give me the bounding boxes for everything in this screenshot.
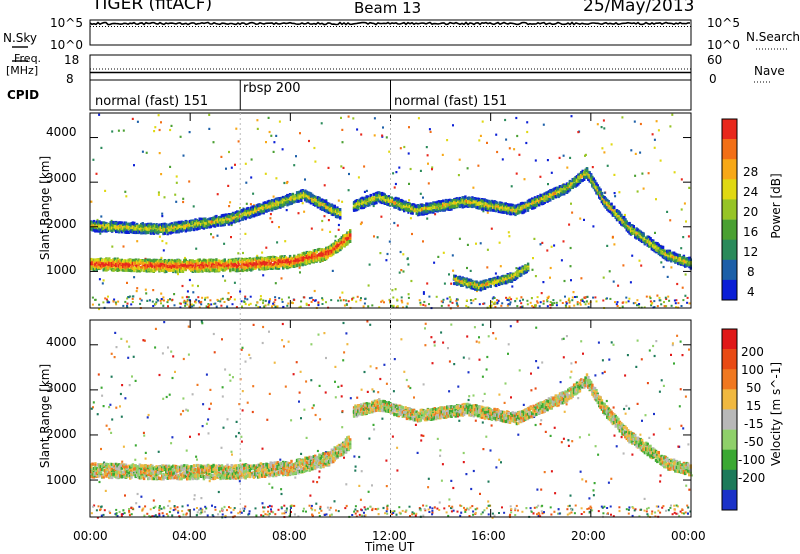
velocity-cbar-tick-neg15: -15 bbox=[744, 417, 764, 431]
power-colorbar-swatch-4 bbox=[722, 199, 737, 220]
station-title: TIGER (fitACF) bbox=[92, 0, 213, 14]
power-cbar-tick-28: 28 bbox=[743, 165, 759, 179]
velocity-cbar-tick-neg100: -100 bbox=[738, 453, 766, 467]
velocity-ytick-2000: 2000 bbox=[46, 427, 77, 441]
power-cbar-tick-4: 4 bbox=[747, 285, 755, 299]
power-cbar-tick-16: 16 bbox=[743, 225, 759, 239]
velocity-colorbar-swatch-5 bbox=[722, 429, 737, 450]
power-colorbar-swatch-0 bbox=[722, 119, 737, 140]
power-ytick-1000: 1000 bbox=[46, 263, 77, 277]
velocity-ytick-4000: 4000 bbox=[46, 335, 77, 349]
velocity-colorbar-swatch-8 bbox=[722, 489, 737, 511]
cpid-label: CPID bbox=[7, 88, 40, 102]
velocity-colorbar-swatch-6 bbox=[722, 449, 737, 471]
cpid-segment-3: normal (fast) 151 bbox=[394, 94, 508, 109]
velocity-colorbar-swatch-1 bbox=[722, 349, 737, 370]
velocity-cbar-tick-100: 100 bbox=[741, 363, 764, 377]
nave-tick-bottom: 0 bbox=[709, 72, 717, 86]
power-colorbar-swatch-8 bbox=[722, 279, 737, 301]
power-colorbar-swatch-5 bbox=[722, 219, 737, 240]
power-ytick-4000: 4000 bbox=[46, 125, 77, 139]
xtick-24: 00:00 bbox=[671, 529, 706, 543]
freq-panel-frame bbox=[89, 54, 692, 81]
freq-unit-label: [MHz] bbox=[6, 64, 39, 77]
power-colorbar-swatch-6 bbox=[722, 239, 737, 261]
power-cbar-tick-12: 12 bbox=[743, 245, 759, 259]
freq-label: Freq. bbox=[14, 52, 42, 65]
velocity-cbar-tick-50: 50 bbox=[746, 381, 762, 395]
nave-label: Nave bbox=[754, 64, 785, 78]
power-colorbar-swatch-2 bbox=[722, 159, 737, 180]
xtick-12: 12:00 bbox=[372, 529, 407, 543]
velocity-colorbar-swatch-0 bbox=[722, 329, 737, 350]
nsky-panel-frame bbox=[89, 19, 692, 46]
date-label: 25/May/2013 bbox=[583, 0, 695, 16]
power-cbar-label: Power [dB] bbox=[769, 173, 783, 239]
power-colorbar-swatch-7 bbox=[722, 259, 737, 281]
velocity-cbar-tick-15: 15 bbox=[746, 399, 762, 413]
power-cbar-tick-20: 20 bbox=[743, 205, 759, 219]
power-ytick-2000: 2000 bbox=[46, 217, 77, 231]
power-cbar-tick-8: 8 bbox=[747, 265, 755, 279]
velocity-colorbar-frame bbox=[721, 328, 738, 511]
power-heatmap-cells bbox=[90, 113, 692, 311]
nsearch-label: N.Search bbox=[746, 30, 800, 44]
velocity-ytick-1000: 1000 bbox=[46, 473, 77, 487]
velocity-cbar-tick-200: 200 bbox=[741, 345, 764, 359]
velocity-heatmap-cells bbox=[90, 320, 693, 519]
power-cbar-tick-24: 24 bbox=[743, 185, 759, 199]
xaxis-label: Time UT bbox=[365, 540, 415, 554]
xtick-20: 20:00 bbox=[571, 529, 606, 543]
power-colorbar-swatch-1 bbox=[722, 139, 737, 160]
velocity-colorbar-swatch-3 bbox=[722, 389, 737, 410]
freq-tick-top: 18 bbox=[64, 53, 80, 67]
velocity-colorbar-swatch-7 bbox=[722, 469, 737, 491]
cpid-segment-2: rbsp 200 bbox=[243, 81, 301, 96]
power-ylabel: Slant Range [km] bbox=[38, 155, 52, 261]
nsearch-tick-bottom: 10^0 bbox=[707, 38, 740, 52]
xtick-16: 16:00 bbox=[471, 529, 506, 543]
velocity-colorbar-swatch-4 bbox=[722, 409, 737, 430]
power-ytick-3000: 3000 bbox=[46, 171, 77, 185]
freq-tick-bottom: 8 bbox=[66, 72, 74, 86]
power-colorbar-frame bbox=[721, 118, 738, 301]
beam-label: Beam 13 bbox=[354, 0, 422, 17]
velocity-cbar-label: Velocity [m s^-1] bbox=[769, 361, 783, 467]
nsky-tick-top: 10^5 bbox=[50, 16, 83, 30]
velocity-colorbar-swatch-2 bbox=[722, 369, 737, 390]
xtick-04: 04:00 bbox=[172, 529, 207, 543]
nsky-tick-bottom: 10^0 bbox=[50, 38, 83, 52]
nsearch-tick-top: 10^5 bbox=[707, 16, 740, 30]
nsky-label: N.Sky bbox=[3, 31, 38, 45]
nsky-trace bbox=[89, 21, 691, 26]
nave-tick-top: 60 bbox=[707, 53, 723, 67]
cpid-segment-1: normal (fast) 151 bbox=[95, 94, 209, 109]
velocity-cbar-tick-neg200: -200 bbox=[738, 471, 766, 485]
xtick-08: 08:00 bbox=[272, 529, 307, 543]
velocity-ytick-3000: 3000 bbox=[46, 381, 77, 395]
power-colorbar-swatch-3 bbox=[722, 179, 737, 200]
xtick-00: 00:00 bbox=[73, 529, 108, 543]
velocity-ylabel: Slant Range [km] bbox=[38, 363, 52, 469]
velocity-cbar-tick-neg50: -50 bbox=[744, 435, 764, 449]
